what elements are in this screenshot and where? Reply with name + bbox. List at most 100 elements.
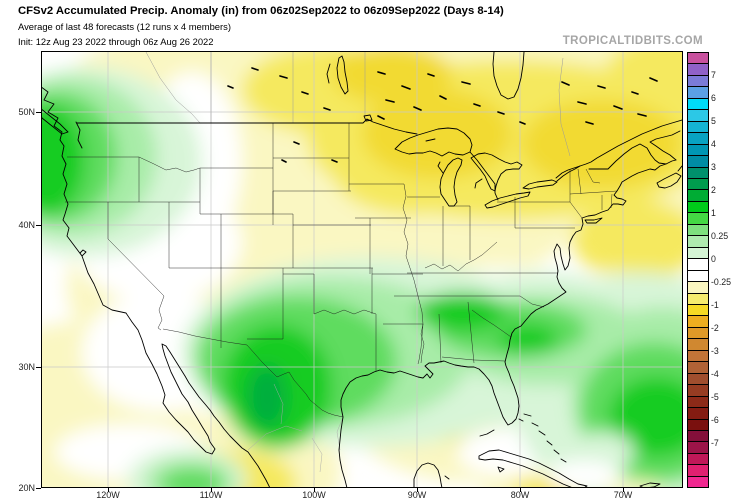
colorbar-cell [688,327,708,340]
lon-label: 90W [407,490,427,500]
colorbar-label: -6 [711,415,719,425]
colorbar-cell [688,476,708,488]
colorbar-label: -2 [711,323,719,333]
colorbar-label: 6 [711,93,716,103]
colorbar-cell [688,442,708,454]
lat-label: 20N [18,483,35,493]
lon-tick [417,488,418,492]
st-lawrence [555,119,682,179]
colorbar-label: 7 [711,70,716,80]
colorbar-cell [688,293,708,305]
canada-province-borders [145,52,571,157]
colorbar-cell [688,190,708,202]
colorbar-cell [688,201,708,214]
colorbar-label: 1 [711,208,716,218]
colorbar-cell [688,224,708,237]
colorbar-cell [688,144,708,157]
colorbar-cell [688,133,708,145]
colorbar [687,52,709,488]
coastlines [42,52,682,487]
lon-label: 100W [302,490,326,500]
colorbar-cell [688,156,708,168]
colorbar-cell [688,453,708,466]
anomaly-shading-layer [42,52,682,487]
anomaly-blob [546,460,622,487]
colorbar-label: -1 [711,300,719,310]
colorbar-label: -7 [711,438,719,448]
anomaly-blob [607,52,682,105]
gulf-east-coast [338,159,677,487]
long-island [584,217,603,224]
colorbar-cell [688,64,708,76]
page-title: CFSv2 Accumulated Precip. Anomaly (in) f… [18,5,504,17]
colorbar-label: -3 [711,346,719,356]
colorbar-cell [688,396,708,409]
watermark: TROPICALTIDBITS.COM [562,35,703,47]
lon-label: 120W [96,490,120,500]
vancouver-island [42,109,83,149]
anomaly-blob [247,365,287,429]
colorbar-cell [688,236,708,248]
lat-label: 30N [18,362,35,372]
lake-ontario [522,179,558,190]
subtitle: Average of last 48 forecasts (12 runs x … [18,21,231,32]
anomaly-blob [42,105,85,215]
colorbar-label: 0.25 [711,231,729,241]
colorbar-cell [688,408,708,420]
colorbar-label: 5 [711,116,716,126]
colorbar-label: 2 [711,185,716,195]
anomaly-blob [417,292,507,332]
colorbar-label: 0 [711,254,716,264]
lon-tick [314,488,315,492]
colorbar-cell [688,339,708,351]
mexico-state-borders [247,383,344,473]
anomaly-blob [332,52,452,104]
colorbar-label: -0.25 [711,277,731,287]
colorbar-label: 4 [711,139,716,149]
lake-erie [484,191,531,209]
anomaly-blob [160,468,224,487]
colorbar-label: -4 [711,369,719,379]
colorbar-cell [688,121,708,134]
colorbar-cell [688,362,708,374]
colorbar-cell [688,247,708,260]
colorbar-cell [688,53,708,65]
anomaly-blob [522,99,682,189]
colorbar-cell [688,419,708,431]
colorbar-cell [688,87,708,99]
lon-label: 110W [199,490,223,500]
lon-label: 70W [613,490,633,500]
west-coast [42,86,271,487]
colorbar-cell [688,430,708,443]
anomaly-blob [498,324,558,356]
colorbar-cell [688,465,708,477]
lon-label: 80W [510,490,530,500]
us-canada-border [76,118,667,201]
lat-lon-grid [42,52,682,487]
colorbar-cell [688,213,708,225]
lon-tick [108,488,109,492]
colorbar-cell [688,282,708,294]
map-canvas [41,51,683,488]
colorbar-label: 3 [711,162,716,172]
james-bay [492,52,525,100]
cuba [478,449,588,487]
colorbar-cell [688,110,708,122]
lat-tick [36,225,41,226]
colorbar-cell [688,167,708,179]
lat-label: 50N [18,107,35,117]
lat-label: 40N [18,220,35,230]
colorbar-cell [688,270,708,283]
colorbar-cell [688,75,708,88]
lake-huron [470,152,523,192]
contour-map [42,52,682,487]
lake-superior [394,127,473,157]
lat-tick [36,367,41,368]
lon-tick [623,488,624,492]
colorbar-cell [688,373,708,386]
lon-tick [211,488,212,492]
anomaly-blob [609,377,682,457]
colorbar-cell [688,316,708,328]
lake-michigan [437,157,463,207]
